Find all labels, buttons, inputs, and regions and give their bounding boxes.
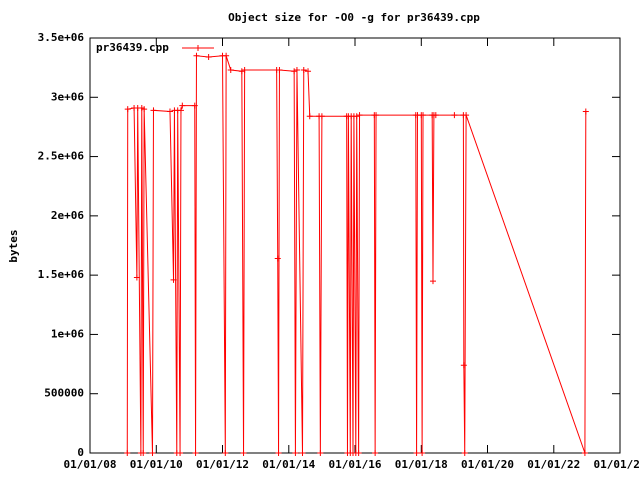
legend-label: pr36439.cpp — [96, 41, 169, 54]
point-marker — [191, 102, 198, 109]
point-marker — [460, 362, 467, 369]
point-marker — [373, 112, 380, 119]
point-marker — [223, 52, 230, 59]
point-marker — [275, 450, 282, 456]
point-marker — [299, 450, 306, 456]
point-marker — [300, 67, 307, 74]
point-marker — [356, 112, 363, 119]
point-marker — [419, 450, 426, 456]
y-axis-label: bytes — [7, 229, 20, 262]
point-marker — [170, 276, 177, 283]
point-marker — [413, 450, 420, 456]
point-marker — [292, 450, 299, 456]
point-marker — [141, 106, 148, 113]
point-marker — [227, 67, 234, 74]
y-tick-label: 500000 — [44, 387, 84, 400]
y-tick-label: 1.5e+06 — [38, 268, 85, 281]
x-tick-label: 01/01/24 — [594, 458, 640, 471]
point-marker — [124, 106, 131, 113]
point-marker — [205, 53, 212, 60]
point-marker — [276, 67, 283, 74]
point-marker — [293, 67, 300, 74]
legend-swatch-marker — [195, 45, 201, 51]
point-marker — [306, 113, 313, 120]
point-marker — [429, 278, 436, 285]
point-marker — [150, 107, 157, 114]
x-tick-label: 01/01/14 — [262, 458, 315, 471]
x-tick-label: 01/01/12 — [196, 458, 249, 471]
point-marker — [451, 112, 458, 119]
point-marker — [149, 450, 156, 456]
point-marker — [420, 112, 427, 119]
point-marker — [372, 450, 379, 456]
x-tick-label: 01/01/10 — [130, 458, 183, 471]
y-tick-label: 3e+06 — [51, 90, 84, 103]
y-tick-label: 1e+06 — [51, 327, 84, 340]
y-tick-label: 0 — [77, 446, 84, 459]
point-marker — [124, 450, 131, 456]
point-marker — [238, 68, 245, 75]
point-marker — [240, 450, 247, 456]
y-tick-label: 3.5e+06 — [38, 31, 85, 44]
point-marker — [193, 52, 200, 59]
point-marker — [353, 113, 360, 120]
point-marker — [179, 102, 186, 109]
point-marker — [461, 450, 468, 456]
point-marker — [166, 108, 173, 115]
point-marker — [133, 274, 140, 281]
point-marker — [305, 68, 312, 75]
x-tick-label: 01/01/20 — [461, 458, 514, 471]
x-tick-label: 01/01/08 — [64, 458, 117, 471]
point-marker — [177, 107, 184, 114]
point-marker — [274, 255, 281, 262]
x-tick-label: 01/01/22 — [527, 458, 580, 471]
point-marker — [241, 67, 248, 74]
y-tick-label: 2.5e+06 — [38, 150, 85, 163]
x-tick-label: 01/01/16 — [329, 458, 382, 471]
x-tick-label: 01/01/18 — [395, 458, 448, 471]
point-marker — [463, 112, 470, 119]
point-marker — [355, 450, 362, 456]
point-marker — [582, 108, 589, 115]
point-marker — [432, 112, 439, 119]
point-marker — [177, 450, 184, 456]
y-tick-label: 2e+06 — [51, 209, 84, 222]
point-marker — [581, 450, 588, 456]
point-marker — [317, 450, 324, 456]
point-marker — [318, 113, 325, 120]
point-marker — [192, 450, 199, 456]
point-marker — [140, 450, 147, 456]
point-marker — [222, 450, 229, 456]
chart-title: Object size for -O0 -g for pr36439.cpp — [228, 11, 480, 24]
point-marker — [291, 68, 298, 75]
